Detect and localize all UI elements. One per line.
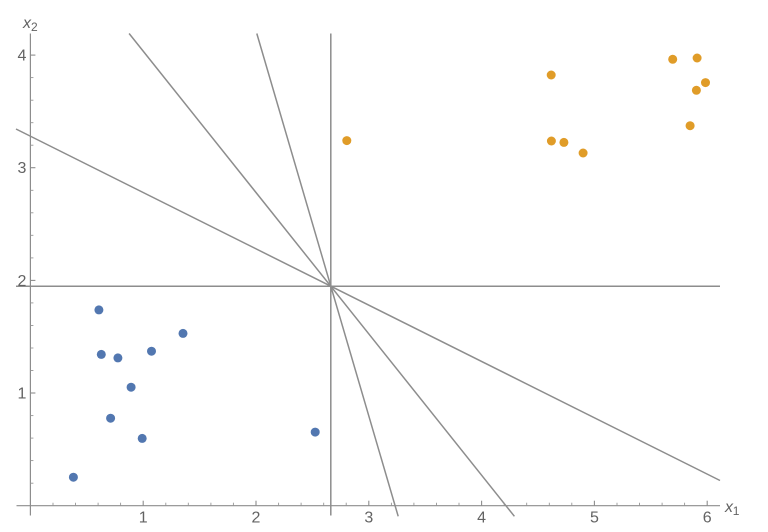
- svg-text:2: 2: [31, 20, 38, 34]
- svg-text:4: 4: [477, 510, 486, 527]
- svg-text:1: 1: [139, 510, 148, 527]
- svg-text:4: 4: [17, 48, 26, 65]
- svg-text:1: 1: [733, 504, 740, 518]
- svg-text:x: x: [724, 499, 734, 516]
- svg-text:5: 5: [590, 510, 599, 527]
- svg-text:3: 3: [17, 160, 26, 177]
- svg-text:3: 3: [364, 510, 373, 527]
- svg-text:6: 6: [703, 510, 712, 527]
- svg-text:2: 2: [252, 510, 261, 527]
- svg-text:1: 1: [17, 386, 26, 403]
- svg-text:x: x: [22, 15, 32, 32]
- svg-text:2: 2: [17, 273, 26, 290]
